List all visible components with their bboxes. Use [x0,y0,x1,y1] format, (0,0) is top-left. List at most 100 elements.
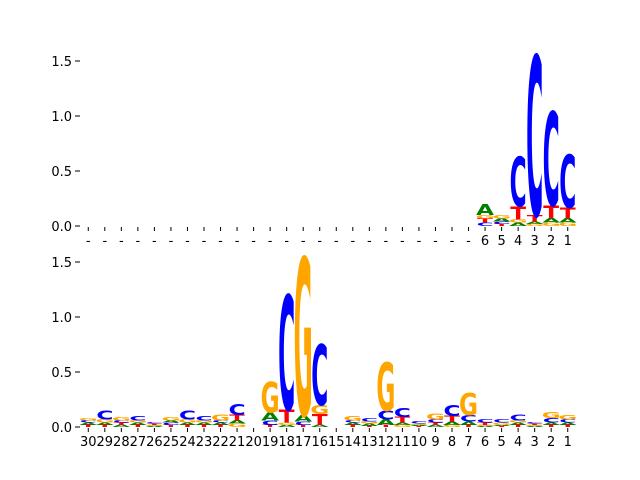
logo-letter-T: T [113,422,130,425]
logo-letter-C: C [543,87,560,236]
logo-letter-T: T [147,423,164,425]
position-label: 24 [179,435,196,450]
logo-letter-G: G [277,422,296,425]
position-label: 4 [514,234,522,249]
logo-letter-A: A [344,422,362,425]
logo-letter-G: G [360,421,379,424]
logo-letter-C: C [96,409,113,423]
position-label: - [218,234,223,249]
position-label: - [235,234,240,249]
logo-letter-T: T [510,424,527,427]
logo-letter-A: A [493,425,511,427]
position-label: 25 [163,435,180,450]
logo-letter-A: A [476,201,495,219]
logo-letter-C: C [510,414,527,423]
logo-letter-C: C [262,419,279,426]
position-label: - [301,234,306,249]
logo-letter-A: A [294,414,312,424]
logo-letter-A: A [212,422,230,425]
logo-letter-C: C [129,415,146,422]
logo-letter-T: T [229,414,245,423]
logo-letter-G: G [558,414,577,421]
logo-letter-G: G [476,214,495,219]
logo-letter-C: C [113,420,130,423]
position-label: 16 [311,435,328,450]
position-label: - [268,234,273,249]
y-tick-label: 0.0 [51,220,72,235]
logo-letter-T: T [543,424,560,427]
position-label: 27 [130,435,147,450]
logo-letter-A: A [476,426,494,428]
logo-letter-T: T [527,423,544,425]
logo-letter-C: C [559,419,576,424]
y-tick-label: 1.5 [51,256,72,271]
logo-letter-G: G [492,214,511,219]
logo-letter-A: A [526,426,544,428]
logo-letter-T: T [361,426,378,428]
logo-letter-T: T [527,214,543,224]
logo-letter-G: G [178,419,197,424]
logo-letter-C: C [394,407,411,421]
position-label: 12 [378,435,395,450]
logo-letter-A: A [443,421,461,426]
position-label: 9 [431,435,439,450]
logo-letter-C: C [377,409,394,423]
position-label: 30 [80,435,97,450]
logo-letter-T: T [180,424,197,427]
logo-letter-G: G [509,420,528,423]
position-label: - [202,234,207,249]
logo-letter-A: A [179,422,197,425]
logo-letter-G: G [542,222,561,227]
logo-letter-T: T [543,202,560,223]
logo-letter-A: A [377,418,396,427]
logo-panel-bottom: 0.00.51.01.530TACG29TAGC28ATCG27TAGC26AG… [51,217,577,467]
logo-letter-A: A [79,422,97,425]
y-tick-label: 1.0 [51,311,72,326]
position-label: 1 [564,234,572,249]
position-label: 3 [531,234,539,249]
logo-letter-G: G [509,219,528,224]
logo-letter-C: C [444,402,461,420]
logo-letter-T: T [411,426,428,428]
y-tick-label: 1.5 [51,55,72,70]
logo-letter-A: A [542,217,560,224]
position-label: 28 [113,435,130,450]
logo-letter-T: T [510,203,527,224]
logo-letter-C: C [526,12,543,267]
logo-letter-C: C [195,415,212,422]
logo-letter-C: C [510,143,527,222]
logo-letter-C: C [493,419,510,424]
position-label: 7 [464,435,472,450]
position-label: 6 [481,234,489,249]
logo-letter-G: G [443,424,462,427]
position-label: - [450,234,455,249]
logo-letter-T: T [560,204,577,222]
position-label: - [350,234,355,249]
logo-letter-A: A [145,426,163,428]
logo-panel-top: 0.00.51.01.5- - - - - - - - - - - - - - - - - - - - - - - -6CTG… [51,12,577,267]
logo-letter-C: C [278,265,295,447]
logo-letter-G: G [476,425,495,427]
logo-letter-G: G [211,414,230,423]
logo-letter-A: A [195,422,213,425]
logo-letter-T: T [494,426,511,428]
logo-letter-G: G [128,420,147,423]
logo-letter-A: A [311,424,329,427]
logo-letter-A: A [427,424,445,427]
logo-letter-A: A [526,221,544,224]
logo-letter-G: G [426,413,445,422]
position-label: 5 [497,234,505,249]
logo-letter-T: T [477,217,493,224]
position-label: - [284,234,289,249]
logo-letter-G: G [310,403,329,417]
position-label: 2 [547,234,555,249]
logo-letter-C: C [460,414,477,424]
logo-letter-C: C [146,422,163,424]
logo-letter-T: T [444,415,460,424]
logo-letter-C: C [212,420,229,423]
logo-letter-G: G [112,416,131,421]
logo-letter-A: A [393,422,411,425]
logo-letter-T: T [560,424,577,427]
position-label: 21 [229,435,246,450]
logo-letter-C: C [410,421,427,424]
